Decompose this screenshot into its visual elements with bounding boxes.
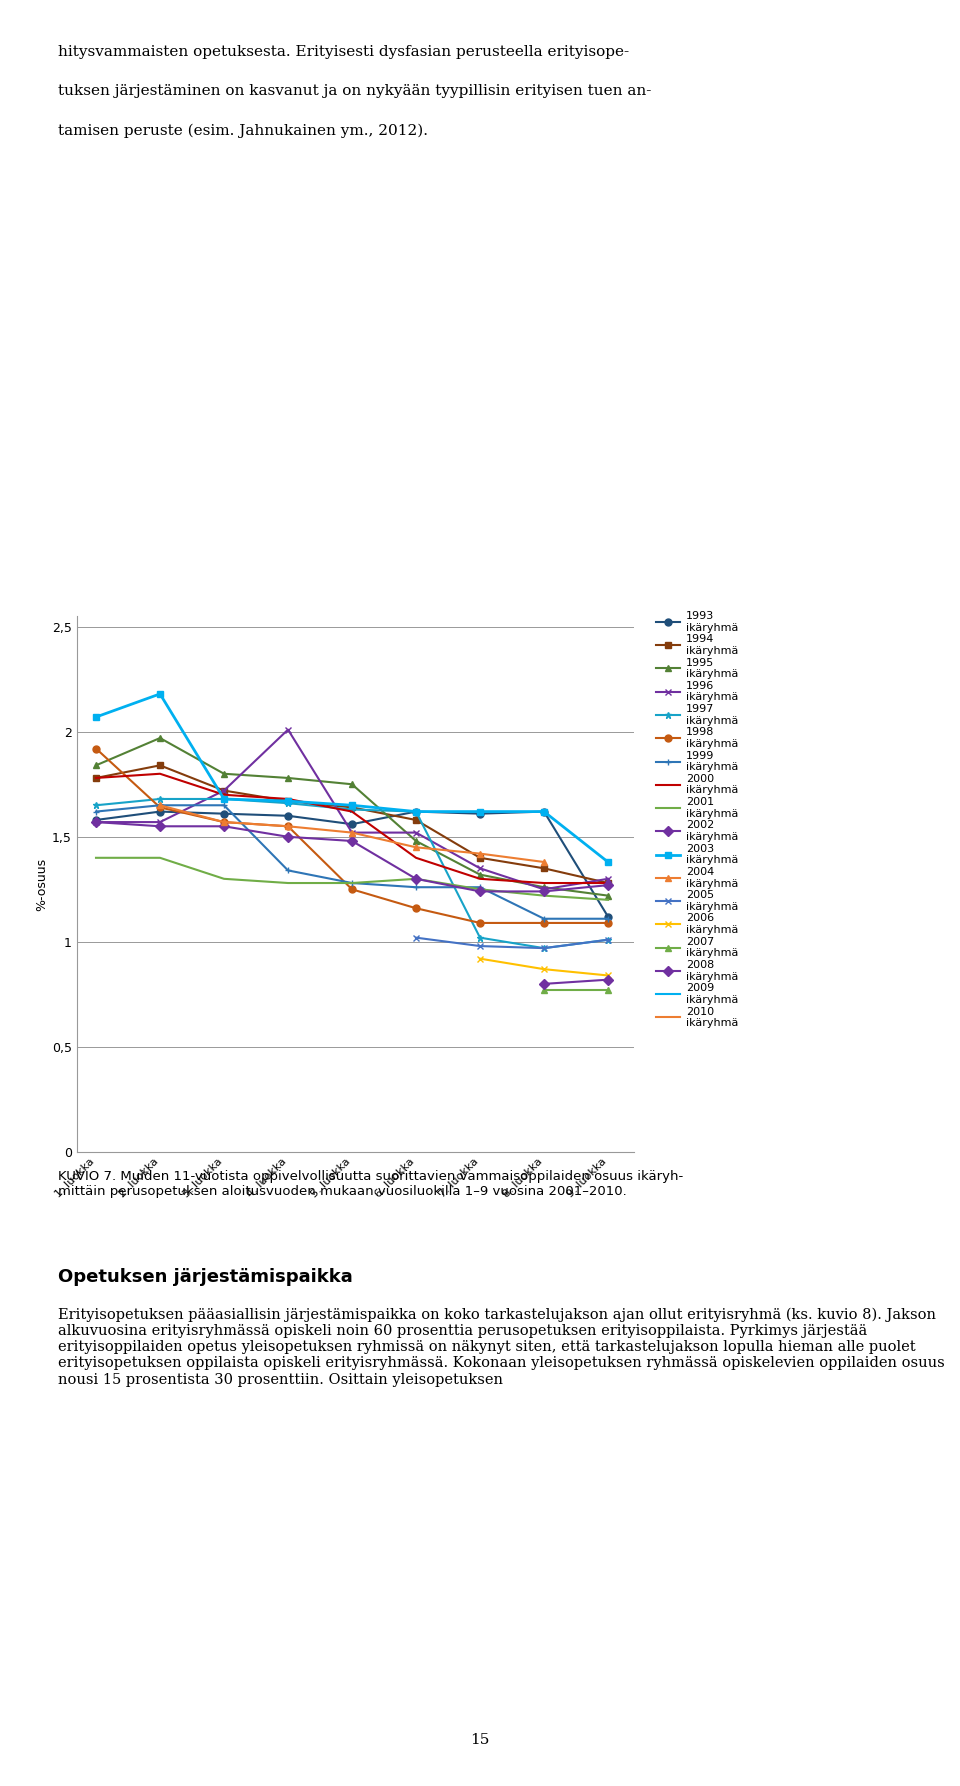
Legend: 1993
ikäryhmä, 1994
ikäryhmä, 1995
ikäryhmä, 1996
ikäryhmä, 1997
ikäryhmä, 1998
: 1993 ikäryhmä, 1994 ikäryhmä, 1995 ikäry… [656, 611, 738, 1029]
Text: 15: 15 [470, 1732, 490, 1747]
Text: Opetuksen järjestämispaikka: Opetuksen järjestämispaikka [58, 1268, 352, 1286]
Text: Erityisopetuksen pääasiallisin järjestämispaikka on koko tarkastelujakson ajan o: Erityisopetuksen pääasiallisin järjestäm… [58, 1307, 945, 1386]
Text: tuksen järjestäminen on kasvanut ja on nykyään tyypillisin erityisen tuen an-: tuksen järjestäminen on kasvanut ja on n… [58, 84, 651, 98]
Text: hitysvammaisten opetuksesta. Erityisesti dysfasian perusteella erityisope-: hitysvammaisten opetuksesta. Erityisesti… [58, 45, 629, 59]
Text: tamisen peruste (esim. Jahnukainen ym., 2012).: tamisen peruste (esim. Jahnukainen ym., … [58, 123, 427, 138]
Text: KUVIO 7. Muiden 11-vuotista oppivelvollisuutta suorittavien vammaisoppilaiden os: KUVIO 7. Muiden 11-vuotista oppivelvolli… [58, 1170, 683, 1198]
Y-axis label: %-osuus: %-osuus [35, 857, 48, 911]
